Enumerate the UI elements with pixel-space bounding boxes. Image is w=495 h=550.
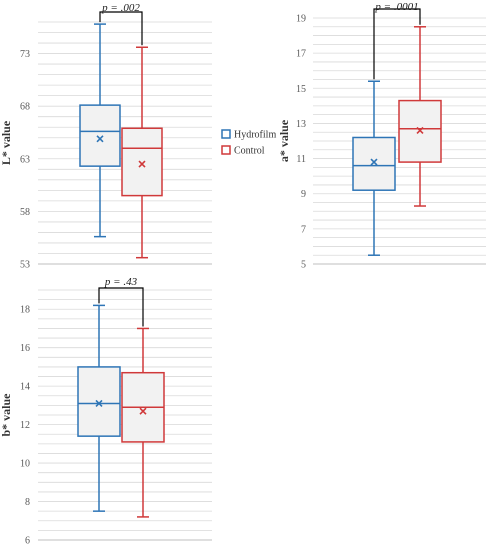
chart-panel-2: 5 7 9 11 13 15 17 19 a* value p = .0001 <box>277 1 486 271</box>
y-tick-label: 58 <box>20 207 30 218</box>
p-value-annotation: p = .0001 <box>374 1 418 13</box>
y-tick-label: 13 <box>296 119 306 130</box>
significance-bracket <box>373 8 421 80</box>
y-tick-label: 18 <box>20 305 30 316</box>
y-tick-label: 6 <box>25 536 30 547</box>
y-tick-label: 15 <box>296 84 306 95</box>
y-axis-label: L* value <box>0 120 13 165</box>
y-tick-label: 19 <box>296 14 306 25</box>
y-tick-label: 8 <box>25 497 30 508</box>
y-tick-label: 5 <box>301 260 306 271</box>
y-axis-label: a* value <box>277 119 291 162</box>
y-tick-label: 10 <box>20 459 30 470</box>
box-iqr <box>79 104 121 167</box>
box-hydrofilm <box>77 304 121 512</box>
y-tick-label: 68 <box>20 102 30 113</box>
y-tick-label: 73 <box>20 49 30 60</box>
legend-swatch-control <box>221 145 231 155</box>
box-control <box>398 26 442 207</box>
box-control <box>121 327 165 518</box>
box-iqr <box>352 136 396 191</box>
mean-marker <box>138 160 146 168</box>
legend: Hydrofilm Control <box>221 129 276 157</box>
box-control <box>121 46 163 259</box>
legend-swatch-hydrofilm <box>221 129 231 139</box>
significance-bracket <box>99 11 143 46</box>
mean-marker <box>96 135 104 143</box>
y-tick-label: 53 <box>20 260 30 271</box>
box-iqr <box>77 366 121 437</box>
significance-bracket <box>98 287 144 327</box>
box-hydrofilm <box>79 23 121 238</box>
mean-marker <box>370 158 378 166</box>
y-tick-label: 11 <box>296 154 306 165</box>
y-tick-label: 63 <box>20 154 30 165</box>
chart-panel-1: 53 58 63 68 73 L* value p = .002 <box>0 2 212 271</box>
y-tick-label: 16 <box>20 343 30 354</box>
p-value-annotation: p = .002 <box>101 2 140 14</box>
box-hydrofilm <box>352 80 396 256</box>
legend-label-control: Control <box>234 146 265 157</box>
mean-marker <box>416 126 424 135</box>
mean-marker <box>139 407 147 415</box>
y-axis-label: b* value <box>0 393 13 437</box>
y-tick-label: 17 <box>296 49 306 60</box>
y-tick-label: 9 <box>301 189 306 200</box>
y-tick-label: 12 <box>20 420 30 431</box>
box-iqr <box>121 127 163 197</box>
y-tick-label: 14 <box>20 382 30 393</box>
p-value-annotation: p = .43 <box>104 276 138 288</box>
mean-marker <box>95 399 103 408</box>
legend-label-hydrofilm: Hydrofilm <box>234 130 276 141</box>
chart-panel-3: 6 8 10 12 14 16 18 b* value p = .43 <box>0 276 212 547</box>
y-tick-label: 7 <box>301 224 306 235</box>
